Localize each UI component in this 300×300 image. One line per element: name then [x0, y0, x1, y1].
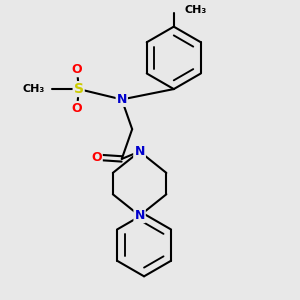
Text: O: O: [72, 102, 83, 115]
Text: S: S: [74, 82, 84, 96]
Text: O: O: [91, 151, 102, 164]
Text: CH₃: CH₃: [22, 84, 44, 94]
Text: O: O: [72, 63, 83, 76]
Text: N: N: [134, 145, 145, 158]
Text: CH₃: CH₃: [184, 5, 206, 15]
Text: N: N: [134, 209, 145, 222]
Text: N: N: [117, 93, 127, 106]
Text: N: N: [134, 145, 145, 158]
